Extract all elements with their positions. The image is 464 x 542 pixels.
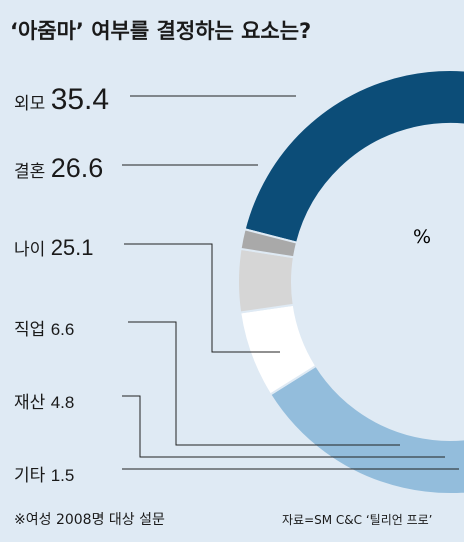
leader-lines (122, 95, 459, 470)
slice-label-직업: 직업 6.6 (14, 320, 74, 340)
chart-title: ‘아줌마’ 여부를 결정하는 요소는? (10, 19, 311, 43)
slice-label-외모: 외모 35.4 (14, 83, 109, 116)
slice-나이 (268, 364, 464, 495)
footnote: ※여성 2008명 대상 설문 (14, 512, 165, 528)
slice-label-재산: 재산 4.8 (14, 393, 74, 413)
leader-line-직업 (128, 321, 400, 446)
unit-label: % (413, 226, 431, 248)
slice-기타 (239, 228, 299, 259)
slice-외모 (243, 69, 464, 244)
source-note: 자료=SM C&C ‘틸리언 프로’ (282, 513, 433, 527)
slice-label-기타: 기타 1.5 (14, 466, 74, 486)
slice-재산 (237, 247, 296, 314)
slice-label-나이: 나이 25.1 (14, 235, 94, 260)
leader-line-재산 (122, 395, 445, 458)
donut-slices (237, 69, 464, 495)
slice-label-결혼: 결혼 26.6 (14, 153, 103, 183)
slice-labels: 외모 35.4 결혼 26.6 나이 25.1 직업 6.6 재산 4.8 기타 1.5 (14, 83, 109, 486)
leader-line-나이 (124, 243, 280, 353)
